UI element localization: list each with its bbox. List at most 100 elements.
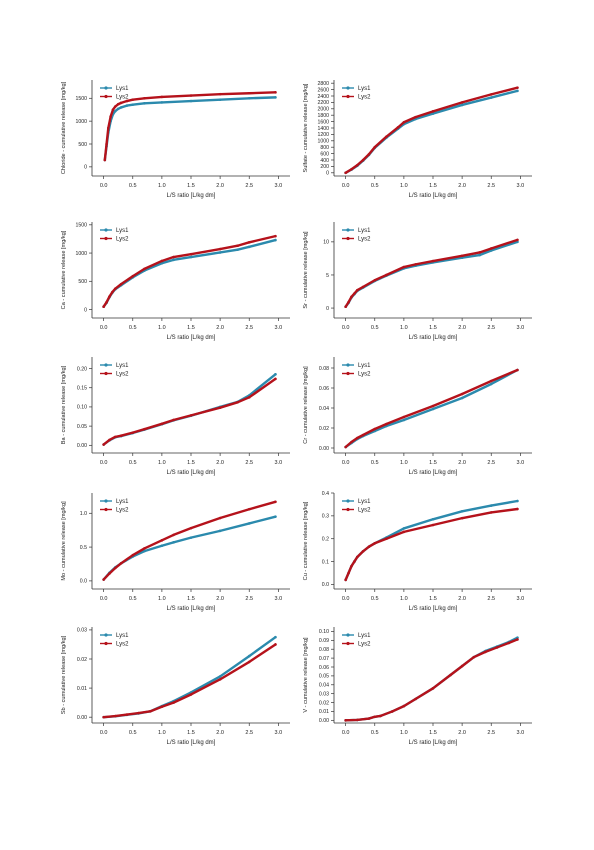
x-tick-label: 0.0 bbox=[342, 325, 350, 331]
x-tick-label: 0.0 bbox=[100, 325, 108, 331]
y-tick-label: 2000 bbox=[317, 107, 329, 113]
data-point-lys2 bbox=[385, 422, 388, 426]
data-point-lys2 bbox=[396, 126, 400, 129]
data-point-lys2 bbox=[355, 718, 359, 722]
x-tick-label: 1.0 bbox=[158, 325, 166, 331]
y-tick-label: 200 bbox=[320, 164, 329, 170]
data-point-lys2 bbox=[143, 267, 146, 271]
data-point-lys1 bbox=[218, 251, 222, 254]
data-point-lys2 bbox=[516, 86, 519, 89]
data-point-lys2 bbox=[367, 545, 371, 549]
data-point-lys2 bbox=[460, 516, 464, 520]
data-point-lys2 bbox=[102, 715, 105, 719]
data-point-lys2 bbox=[274, 643, 277, 646]
chart-panel-6: 0.0 0.5 1.0 1.5 2.0 2.5 3.0 0.00 0.02 0.04 0.06 0.0… bbox=[303, 357, 532, 476]
legend-label-lys2: Lys2 bbox=[358, 642, 371, 648]
y-tick-label: 0.05 bbox=[319, 674, 329, 680]
y-tick-label: 2200 bbox=[317, 100, 329, 106]
legend-marker-lys2 bbox=[346, 641, 350, 646]
data-point-lys1 bbox=[143, 549, 146, 553]
data-point-lys1 bbox=[489, 382, 493, 386]
y-tick-label: 0.20 bbox=[77, 366, 87, 372]
data-point-lys2 bbox=[102, 578, 105, 581]
y-tick-label: 1400 bbox=[317, 126, 329, 132]
data-point-lys2 bbox=[414, 263, 417, 266]
legend-marker-lys2 bbox=[346, 507, 350, 512]
data-point-lys2 bbox=[111, 290, 114, 294]
data-point-lys2 bbox=[109, 115, 112, 118]
x-tick-label: 0.5 bbox=[129, 730, 137, 736]
data-point-lys2 bbox=[143, 427, 146, 431]
data-point-lys2 bbox=[189, 94, 193, 97]
legend-marker-lys2 bbox=[104, 94, 108, 99]
legend-label-lys1: Lys1 bbox=[358, 228, 371, 234]
data-point-lys1 bbox=[274, 96, 277, 99]
legend-label-lys1: Lys1 bbox=[358, 363, 371, 369]
x-tick-label: 2.0 bbox=[216, 325, 224, 331]
data-point-lys2 bbox=[218, 516, 222, 520]
data-point-lys2 bbox=[125, 99, 129, 103]
y-tick-label: 2800 bbox=[317, 81, 329, 87]
data-point-lys2 bbox=[143, 547, 146, 550]
y-tick-label: 1500 bbox=[75, 96, 87, 102]
data-point-lys2 bbox=[431, 110, 435, 113]
data-point-lys1 bbox=[478, 253, 481, 257]
data-point-lys1 bbox=[189, 536, 193, 539]
data-point-lys2 bbox=[361, 433, 365, 437]
y-axis-label: Sr - cumulative release [mg/kg] bbox=[303, 231, 309, 309]
data-point-lys1 bbox=[160, 101, 164, 104]
x-tick-label: 1.5 bbox=[187, 183, 195, 189]
y-tick-label: 1500 bbox=[75, 223, 87, 229]
data-point-lys2 bbox=[116, 102, 120, 106]
data-point-lys1 bbox=[516, 636, 519, 639]
y-axis-label: Sulfate - cumulative release [mg/kg] bbox=[303, 83, 309, 172]
data-point-lys2 bbox=[507, 641, 511, 645]
data-point-lys2 bbox=[131, 98, 135, 101]
legend-label-lys2: Lys2 bbox=[116, 237, 129, 243]
data-point-lys2 bbox=[113, 714, 117, 718]
y-tick-label: 0 bbox=[84, 165, 87, 171]
y-tick-label: 1000 bbox=[75, 119, 87, 125]
x-tick-label: 3.0 bbox=[275, 325, 283, 331]
x-tick-label: 1.5 bbox=[429, 596, 437, 602]
data-point-lys2 bbox=[107, 126, 110, 130]
legend-label-lys2: Lys2 bbox=[116, 508, 129, 514]
data-point-lys2 bbox=[189, 414, 193, 417]
series-line-lys1 bbox=[103, 96, 277, 162]
x-axis-label: L/S ratio [L/kg dm] bbox=[167, 740, 216, 746]
x-tick-label: 0.0 bbox=[342, 596, 350, 602]
data-point-lys2 bbox=[172, 533, 175, 537]
x-tick-label: 3.0 bbox=[275, 460, 283, 466]
legend-label-lys2: Lys2 bbox=[358, 237, 371, 243]
x-tick-label: 1.5 bbox=[187, 325, 195, 331]
data-point-lys2 bbox=[361, 549, 365, 553]
data-point-lys2 bbox=[218, 92, 222, 96]
y-tick-label: 0.00 bbox=[319, 446, 329, 452]
data-point-lys2 bbox=[148, 710, 152, 713]
data-point-lys2 bbox=[460, 392, 464, 396]
data-point-lys2 bbox=[489, 379, 493, 383]
y-tick-label: 0.0 bbox=[80, 579, 87, 585]
data-point-lys2 bbox=[489, 511, 493, 514]
data-point-lys2 bbox=[105, 142, 108, 146]
data-point-lys1 bbox=[172, 541, 175, 544]
data-point-lys2 bbox=[344, 445, 347, 449]
data-point-lys1 bbox=[247, 96, 251, 100]
data-point-lys2 bbox=[143, 96, 146, 100]
x-axis-label: L/S ratio [L/kg dm] bbox=[409, 606, 458, 612]
data-point-lys2 bbox=[236, 401, 239, 404]
x-tick-label: 1.0 bbox=[158, 730, 166, 736]
y-tick-label: 0 bbox=[326, 306, 329, 312]
y-axis-label: Mo - cumulative release [mg/kg] bbox=[61, 501, 67, 581]
data-point-lys1 bbox=[274, 515, 277, 518]
data-point-lys2 bbox=[431, 523, 435, 527]
x-tick-label: 3.0 bbox=[517, 596, 525, 602]
data-point-lys2 bbox=[402, 120, 406, 124]
data-point-lys1 bbox=[431, 517, 435, 521]
x-tick-label: 2.5 bbox=[487, 460, 495, 466]
data-point-lys2 bbox=[350, 564, 353, 568]
x-tick-label: 2.0 bbox=[458, 325, 466, 331]
x-tick-label: 2.0 bbox=[216, 460, 224, 466]
data-point-lys1 bbox=[489, 96, 493, 99]
x-tick-label: 0.5 bbox=[371, 460, 379, 466]
